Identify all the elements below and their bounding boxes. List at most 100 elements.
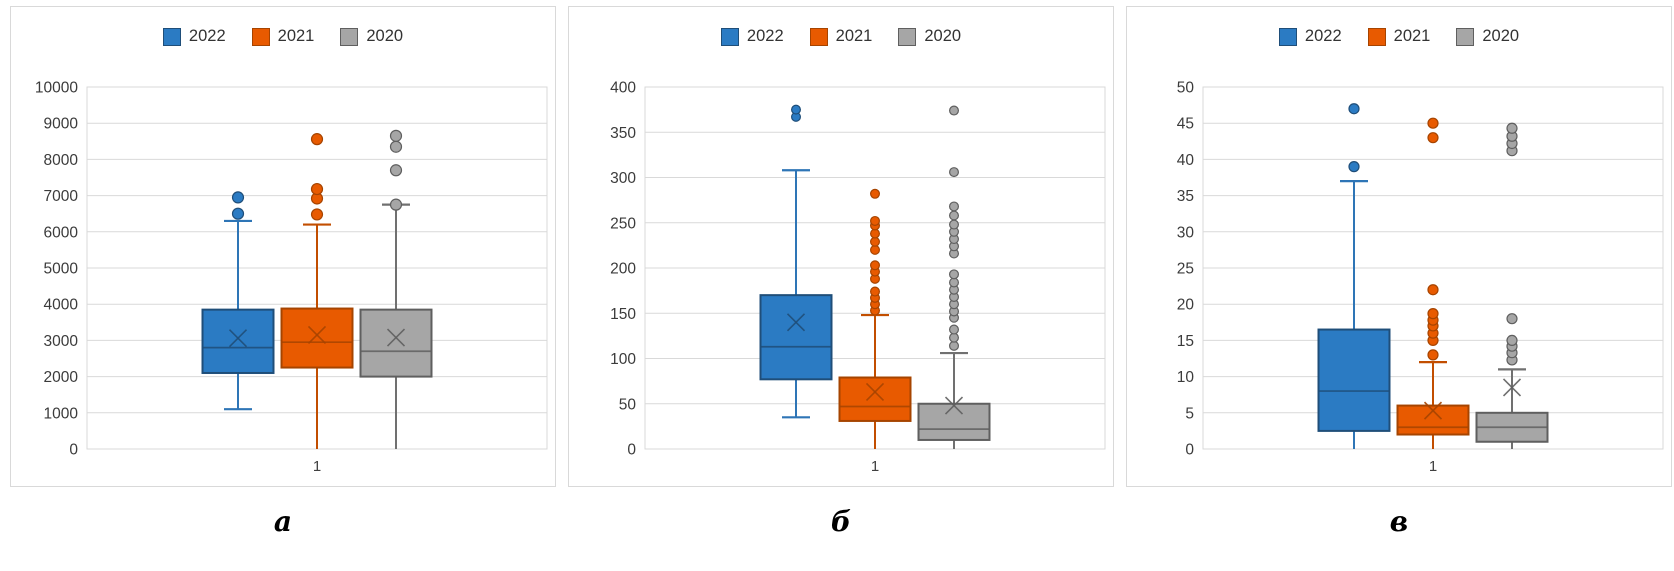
chart-legend: 2022 2021 2020 [569,27,1113,46]
box-series-2020 [917,105,991,449]
legend-item-2020: 2020 [340,27,403,46]
panel-v: 2022 2021 2020 0 5 10 15 20 25 30 35 40 45 50 1 в [1126,6,1672,538]
y-tick-label: 10 [1177,369,1195,386]
outlier-dot [1348,103,1360,115]
panel-a-caption: а [273,505,293,538]
panel-a: 2022 2021 2020 0 1000 2000 3000 4000 5000 6000 700… [10,6,556,538]
boxplot-svg: 0 1000 2000 3000 4000 5000 6000 7000 8000 9000 100… [35,80,548,475]
y-tick-label: 0 [69,442,78,459]
y-tick-label: 150 [610,306,636,323]
legend-swatch-icon [162,27,181,46]
legend-item-2021: 2021 [809,27,873,46]
box-series-2022 [1317,103,1391,449]
chart-legend: 2022 2021 2020 [1127,27,1671,46]
legend-label: 2021 [277,27,315,45]
y-tick-label: 300 [610,170,636,187]
box-iqr [759,294,833,381]
box-series-2021 [1396,117,1470,449]
y-tick-label: 5000 [44,261,79,278]
box-series-2020 [1475,122,1549,449]
outlier-dot [949,105,960,116]
legend-swatch-icon [340,27,359,46]
y-tick-label: 15 [1177,333,1194,350]
legend-label: 2022 [188,27,226,45]
legend-swatch-icon [720,27,739,46]
legend-item-2022: 2022 [162,27,226,46]
boxplot-svg: 0 5 10 15 20 25 30 35 40 45 50 1 [1177,80,1664,475]
mean-marker [386,328,406,347]
mean-marker [1502,378,1522,397]
box-iqr [917,402,991,441]
x-tick-label: 1 [313,458,321,475]
y-tick-label: 3000 [44,333,79,350]
box-series-2021 [280,133,354,449]
outlier-dot [231,207,245,220]
outlier-dot [870,286,881,297]
outlier-dot [1506,313,1518,325]
legend-swatch-icon [809,27,828,46]
x-tick-label: 1 [1429,458,1437,475]
y-tick-label: 250 [610,215,636,232]
outlier-dot [949,201,960,212]
boxplot-svg: 0 50 100 150 200 250 300 350 400 1 [610,80,1106,475]
outlier-dot [1427,308,1439,320]
outlier-dot [870,260,881,271]
y-tick-label: 8000 [44,152,79,169]
y-tick-label: 0 [627,442,636,459]
outlier-dot [1348,161,1360,173]
box-series-2020 [359,129,433,449]
legend-swatch-icon [1278,27,1297,46]
box-iqr [280,307,354,369]
legend-item-2021: 2021 [251,27,315,46]
outlier-dot [1506,122,1518,134]
outlier-dot [1427,349,1439,361]
outlier-dot [949,219,960,230]
outlier-dot [1427,117,1439,129]
outlier-dot [949,277,960,288]
legend-item-2022: 2022 [1278,27,1342,46]
y-tick-label: 200 [610,261,636,278]
y-tick-label: 40 [1177,152,1195,169]
outlier-dot [870,188,881,199]
outlier-dot [389,198,403,211]
y-tick-label: 350 [610,125,636,142]
legend-swatch-icon [251,27,270,46]
outlier-dot [949,210,960,221]
box-iqr [201,308,275,374]
legend-label: 2020 [366,27,404,45]
y-tick-label: 0 [1185,442,1194,459]
x-tick-label: 1 [871,458,879,475]
y-tick-label: 1000 [44,405,79,422]
legend-label: 2022 [1304,27,1342,45]
chart-a: 2022 2021 2020 0 1000 2000 3000 4000 5000 6000 700… [10,6,556,487]
y-tick-label: 2000 [44,369,79,386]
outlier-dot [791,104,802,115]
y-tick-label: 100 [610,351,636,368]
outlier-dot [949,269,960,280]
outlier-dot [870,215,881,226]
outlier-dot [389,129,403,142]
outlier-dot [389,140,403,153]
outlier-dot [310,208,324,221]
legend-item-2020: 2020 [1456,27,1519,46]
legend-swatch-icon [1456,27,1475,46]
outlier-dot [1427,132,1439,144]
y-tick-label: 9000 [44,116,79,133]
y-tick-label: 5 [1185,405,1194,422]
y-tick-label: 45 [1177,116,1194,133]
boxplot-figure: 2022 2021 2020 0 1000 2000 3000 4000 5000 6000 700… [10,6,1672,538]
y-tick-label: 7000 [44,188,79,205]
outlier-dot [949,332,960,343]
box-iqr [1317,328,1391,432]
y-tick-label: 4000 [44,297,79,314]
outlier-dot [949,324,960,335]
chart-legend: 2022 2021 2020 [11,27,555,46]
box-iqr [838,376,912,422]
mean-marker [307,325,327,345]
legend-item-2021: 2021 [1367,27,1430,46]
mean-marker [228,329,248,348]
y-tick-label: 50 [619,396,637,413]
mean-marker [1423,401,1443,420]
legend-label: 2021 [835,27,873,45]
y-tick-label: 50 [1177,80,1195,97]
